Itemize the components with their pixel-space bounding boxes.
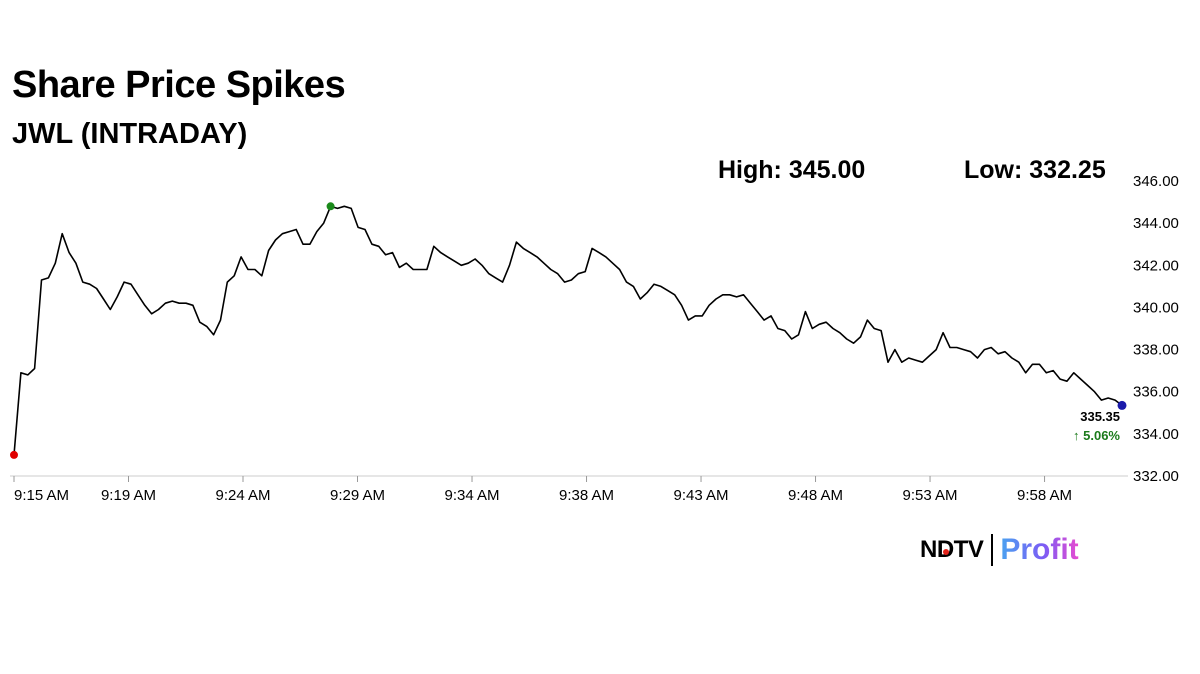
x-tick-label: 9:19 AM	[101, 487, 156, 504]
chart-title: Share Price Spikes	[12, 64, 346, 106]
x-tick-label: 9:29 AM	[330, 487, 385, 504]
y-axis: 346.00 344.00 342.00 340.00 338.00 336.00 334.…	[1133, 173, 1179, 485]
y-tick-label: 342.00	[1133, 257, 1179, 274]
logo-dot-icon	[943, 549, 949, 555]
y-tick-label: 334.00	[1133, 426, 1179, 443]
profit-wordmark: Profit	[1000, 533, 1079, 566]
high-marker	[326, 202, 335, 211]
x-tick-label: 9:58 AM	[1017, 487, 1072, 504]
x-tick-label: 9:38 AM	[559, 487, 614, 504]
y-tick-label: 332.00	[1133, 468, 1179, 485]
start-marker	[10, 450, 18, 459]
y-tick-label: 338.00	[1133, 342, 1179, 359]
y-tick-label: 346.00	[1133, 173, 1179, 190]
x-tick-label: 9:15 AM	[14, 487, 69, 504]
x-tick-label: 9:48 AM	[788, 487, 843, 504]
change-percent-label: ↑ 5.06%	[1073, 428, 1120, 443]
x-tick-label: 9:53 AM	[903, 487, 958, 504]
low-price-label: Low: 332.25	[964, 156, 1106, 184]
x-axis: 9:15 AM 9:19 AM 9:24 AM 9:29 AM 9:34 AM 9:38 …	[13, 476, 1072, 504]
x-tick-label: 9:34 AM	[444, 487, 499, 504]
end-marker	[1117, 400, 1127, 410]
price-line	[13, 205, 1123, 455]
chart-subtitle: JWL (INTRADAY)	[12, 118, 248, 150]
logo-divider	[991, 534, 994, 566]
ndtv-wordmark: NDTV	[920, 536, 984, 563]
ndtv-profit-logo: NDTV Profit	[920, 532, 1079, 568]
x-tick-label: 9:24 AM	[215, 487, 270, 504]
y-tick-label: 344.00	[1133, 215, 1179, 232]
last-price-label: 335.35	[1080, 409, 1120, 424]
high-price-label: High: 345.00	[718, 156, 866, 184]
x-tick-label: 9:43 AM	[674, 487, 729, 504]
y-tick-label: 340.00	[1133, 299, 1179, 316]
y-tick-label: 336.00	[1133, 384, 1179, 401]
